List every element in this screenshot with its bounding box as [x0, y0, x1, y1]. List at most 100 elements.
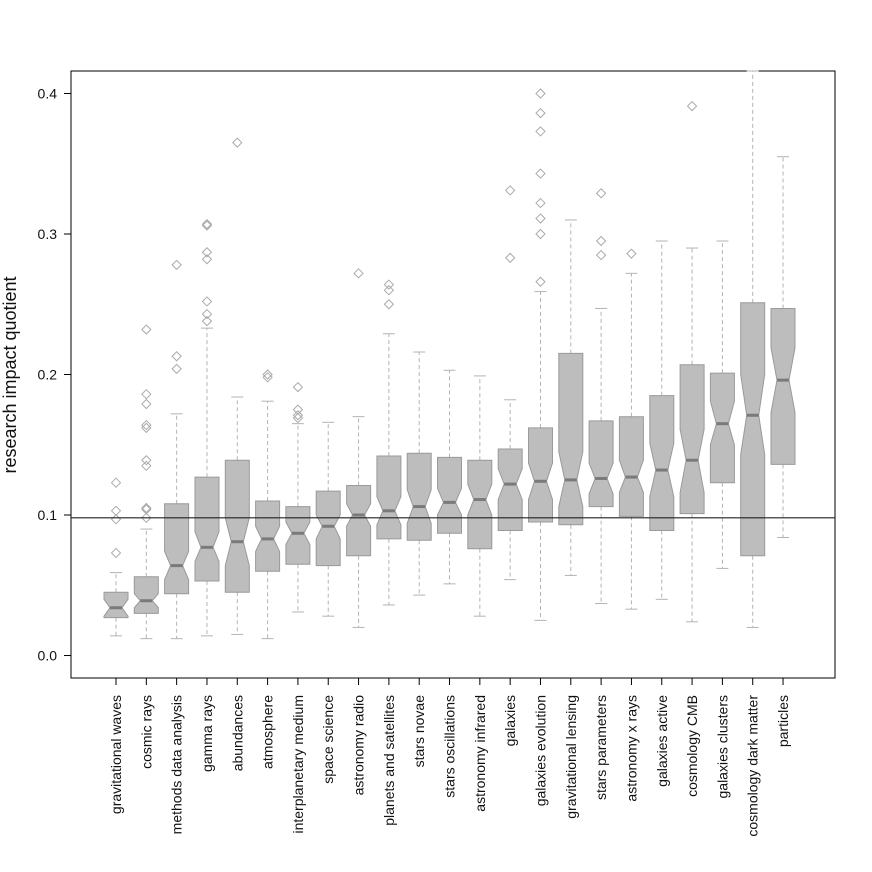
outlier-point	[171, 259, 182, 271]
category-label: cosmic rays	[138, 695, 154, 769]
outlier-point	[141, 398, 152, 410]
outlier-point	[626, 248, 637, 259]
outlier-point	[595, 188, 607, 199]
y-tick-label: 0.0	[38, 648, 58, 664]
notched-box	[709, 372, 735, 484]
notched-box	[679, 364, 705, 515]
notched-box	[558, 352, 584, 526]
category-label: galaxies active	[654, 695, 670, 787]
outlier-point	[292, 412, 304, 424]
outlier-point	[686, 100, 698, 112]
category-label: galaxies	[502, 695, 518, 746]
box-group	[528, 88, 553, 621]
notched-box	[103, 591, 129, 619]
notched-box	[315, 490, 341, 567]
outlier-point	[201, 218, 213, 230]
notched-box	[497, 448, 523, 531]
box-group	[376, 279, 402, 606]
outlier-point	[292, 404, 304, 415]
outlier-point	[535, 88, 546, 99]
outlier-point	[141, 388, 152, 400]
notched-box	[649, 395, 675, 531]
outlier-point	[201, 220, 213, 231]
outlier-point	[141, 502, 152, 514]
box-group	[649, 240, 675, 600]
category-label: galaxies evolution	[532, 695, 548, 806]
notched-box	[346, 485, 372, 557]
category-label: cosmology CMB	[684, 695, 700, 797]
category-label: cosmology dark matter	[745, 695, 761, 837]
notched-box	[406, 452, 432, 541]
outlier-point	[110, 547, 122, 559]
outlier-point	[110, 514, 122, 525]
plot-area: 0.0 0.1 0.2 0.3 0.4 gravitational waves cosmic…	[38, 70, 836, 837]
outlier-point	[535, 126, 546, 137]
outlier-point	[141, 460, 152, 472]
box-group	[164, 259, 190, 640]
outlier-point	[292, 410, 304, 421]
outlier-point	[141, 422, 152, 434]
outlier-point	[595, 249, 607, 261]
outlier-point	[504, 252, 516, 264]
outlier-point	[383, 284, 395, 296]
outlier-point	[110, 505, 122, 517]
category-label: stars parameters	[593, 695, 609, 800]
category-label: particles	[775, 695, 791, 747]
outlier-point	[353, 268, 364, 279]
outlier-point	[535, 168, 546, 179]
outlier-point	[110, 477, 122, 488]
outlier-point	[201, 247, 213, 258]
notched-box	[285, 506, 311, 565]
box-group	[558, 219, 584, 576]
outlier-point	[262, 369, 273, 380]
category-label: gamma rays	[199, 695, 215, 772]
box-group	[740, 70, 766, 628]
outlier-point	[535, 197, 546, 209]
outlier-point	[535, 107, 546, 119]
notched-box	[194, 476, 220, 582]
box-group	[709, 240, 735, 569]
category-label: planets and satellites	[381, 695, 397, 826]
notched-box	[467, 459, 493, 550]
outlier-point	[141, 504, 152, 515]
box-group	[103, 477, 129, 637]
notched-box	[618, 416, 644, 517]
outlier-point	[595, 235, 607, 247]
outlier-point	[535, 276, 546, 287]
outlier-point	[141, 419, 152, 431]
outlier-point	[141, 324, 152, 335]
outlier-point	[535, 228, 546, 240]
category-label: astronomy x rays	[623, 695, 639, 802]
outlier-point	[171, 351, 182, 362]
category-label: gravitational waves	[108, 695, 124, 814]
notched-box	[528, 427, 553, 523]
outlier-point	[262, 372, 273, 383]
outlier-point	[383, 279, 395, 290]
notched-box	[376, 455, 402, 540]
box-group	[467, 375, 493, 617]
outlier-point	[171, 363, 182, 375]
box-group	[497, 185, 523, 581]
y-tick-label: 0.3	[38, 226, 58, 242]
notched-box	[770, 308, 796, 465]
box-group	[255, 369, 281, 640]
box-group	[133, 324, 159, 640]
category-label: astronomy radio	[351, 695, 367, 796]
outlier-point	[141, 512, 152, 524]
outlier-point	[201, 254, 213, 265]
notched-box	[255, 500, 281, 572]
notched-box	[133, 576, 159, 614]
outlier-point	[201, 296, 213, 307]
box-group	[588, 188, 614, 605]
category-label: space science	[320, 695, 336, 784]
box-group	[437, 369, 462, 585]
outlier-point	[383, 299, 395, 310]
outlier-point	[504, 185, 516, 196]
box-group	[406, 351, 432, 596]
category-label: stars novae	[411, 695, 427, 768]
outlier-point	[201, 308, 213, 320]
notched-box	[224, 459, 250, 593]
y-axis-label: research impact quotient	[0, 276, 20, 473]
notched-box	[437, 456, 462, 534]
y-tick-label: 0.4	[38, 85, 58, 101]
